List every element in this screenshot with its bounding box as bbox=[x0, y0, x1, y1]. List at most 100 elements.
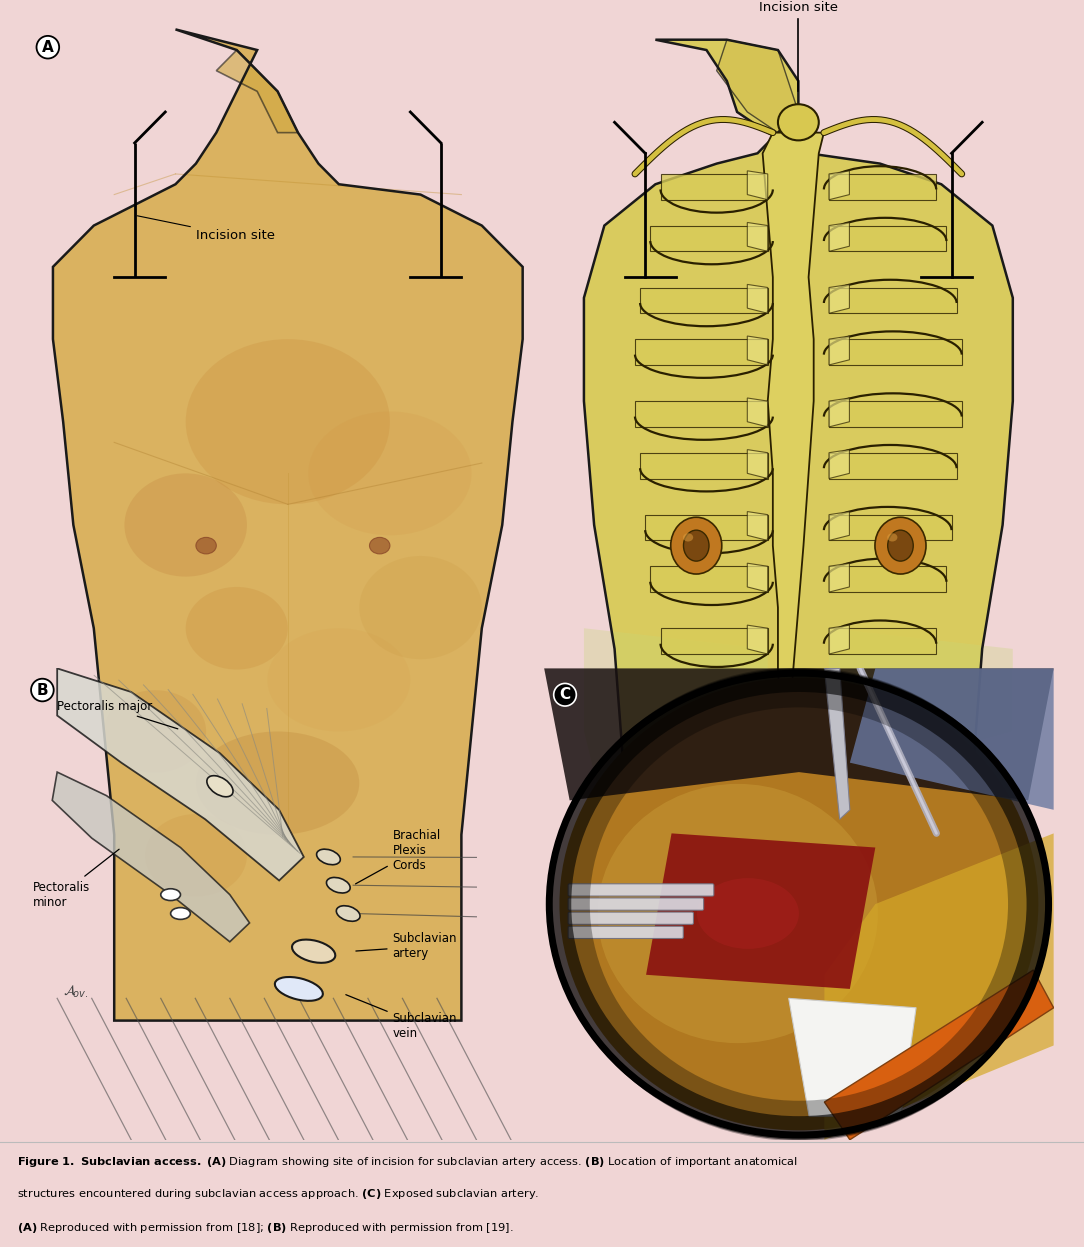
Ellipse shape bbox=[875, 518, 926, 574]
Polygon shape bbox=[747, 511, 767, 540]
Polygon shape bbox=[584, 40, 1012, 1020]
Polygon shape bbox=[640, 453, 767, 479]
Polygon shape bbox=[660, 628, 767, 653]
Polygon shape bbox=[829, 222, 850, 252]
Polygon shape bbox=[829, 173, 937, 200]
Ellipse shape bbox=[275, 976, 323, 1001]
Text: Incision site: Incision site bbox=[759, 1, 838, 14]
Polygon shape bbox=[650, 566, 767, 592]
Polygon shape bbox=[747, 284, 767, 313]
Ellipse shape bbox=[268, 628, 411, 732]
Polygon shape bbox=[57, 668, 304, 880]
Ellipse shape bbox=[145, 814, 247, 897]
FancyBboxPatch shape bbox=[568, 884, 714, 897]
Polygon shape bbox=[635, 339, 767, 365]
Text: C: C bbox=[559, 687, 570, 702]
Ellipse shape bbox=[326, 878, 350, 893]
Polygon shape bbox=[829, 625, 850, 653]
Polygon shape bbox=[763, 132, 824, 855]
Polygon shape bbox=[53, 30, 522, 1020]
Polygon shape bbox=[584, 40, 1012, 1020]
Polygon shape bbox=[584, 40, 1012, 1020]
Ellipse shape bbox=[185, 587, 288, 670]
Polygon shape bbox=[747, 171, 767, 200]
Ellipse shape bbox=[160, 889, 180, 900]
Polygon shape bbox=[824, 833, 1054, 1140]
Ellipse shape bbox=[683, 534, 693, 541]
Polygon shape bbox=[640, 288, 767, 313]
Ellipse shape bbox=[887, 534, 898, 541]
Polygon shape bbox=[829, 339, 962, 365]
Polygon shape bbox=[829, 398, 850, 426]
Polygon shape bbox=[850, 668, 1054, 809]
Text: $\bf{(A)}$ Reproduced with permission from [18]; $\bf{(B)}$ Reproduced with perm: $\bf{(A)}$ Reproduced with permission fr… bbox=[17, 1221, 514, 1235]
Polygon shape bbox=[829, 628, 937, 653]
Polygon shape bbox=[829, 450, 850, 479]
Ellipse shape bbox=[196, 537, 217, 554]
Ellipse shape bbox=[697, 878, 799, 949]
Ellipse shape bbox=[207, 776, 233, 797]
Text: Pectoralis major: Pectoralis major bbox=[57, 700, 178, 728]
Polygon shape bbox=[829, 566, 946, 592]
Ellipse shape bbox=[671, 518, 722, 574]
Ellipse shape bbox=[185, 339, 390, 504]
FancyBboxPatch shape bbox=[568, 912, 694, 924]
Polygon shape bbox=[829, 515, 952, 540]
Polygon shape bbox=[217, 50, 298, 132]
Polygon shape bbox=[829, 335, 850, 365]
Polygon shape bbox=[829, 453, 957, 479]
Ellipse shape bbox=[684, 530, 709, 561]
Text: structures encountered during subclavian access approach. $\bf{(C)}$ Exposed sub: structures encountered during subclavian… bbox=[17, 1187, 540, 1201]
Polygon shape bbox=[53, 30, 522, 1020]
Polygon shape bbox=[747, 450, 767, 479]
Polygon shape bbox=[824, 668, 850, 819]
Ellipse shape bbox=[125, 474, 247, 576]
Polygon shape bbox=[53, 30, 522, 1020]
Polygon shape bbox=[829, 288, 957, 313]
Polygon shape bbox=[829, 511, 850, 540]
Ellipse shape bbox=[778, 105, 818, 141]
Polygon shape bbox=[747, 398, 767, 426]
Ellipse shape bbox=[317, 849, 340, 864]
Polygon shape bbox=[829, 226, 946, 252]
Polygon shape bbox=[717, 40, 798, 132]
Polygon shape bbox=[584, 628, 767, 814]
Polygon shape bbox=[52, 772, 249, 941]
Ellipse shape bbox=[559, 678, 1038, 1130]
Ellipse shape bbox=[359, 556, 481, 660]
Polygon shape bbox=[829, 402, 962, 426]
Ellipse shape bbox=[336, 905, 360, 922]
Polygon shape bbox=[829, 628, 1012, 783]
Text: Subclavian
artery: Subclavian artery bbox=[356, 933, 457, 960]
Ellipse shape bbox=[196, 732, 359, 834]
Text: Incision site: Incision site bbox=[138, 216, 275, 242]
FancyBboxPatch shape bbox=[568, 898, 704, 910]
FancyBboxPatch shape bbox=[568, 927, 683, 939]
Ellipse shape bbox=[370, 537, 390, 554]
Polygon shape bbox=[747, 335, 767, 365]
Polygon shape bbox=[747, 625, 767, 653]
Text: B: B bbox=[37, 682, 48, 697]
Polygon shape bbox=[829, 284, 850, 313]
Ellipse shape bbox=[308, 412, 472, 535]
Ellipse shape bbox=[888, 530, 913, 561]
Ellipse shape bbox=[104, 690, 206, 773]
Polygon shape bbox=[645, 515, 767, 540]
Ellipse shape bbox=[292, 939, 335, 963]
Ellipse shape bbox=[170, 908, 191, 919]
Text: A: A bbox=[42, 40, 54, 55]
Polygon shape bbox=[584, 40, 1012, 1020]
Text: Brachial
Plexis
Cords: Brachial Plexis Cords bbox=[356, 829, 441, 884]
Polygon shape bbox=[747, 222, 767, 252]
Polygon shape bbox=[660, 173, 767, 200]
Polygon shape bbox=[646, 833, 875, 989]
Text: Subclavian
vein: Subclavian vein bbox=[346, 995, 457, 1040]
Text: $\bf{Figure\ 1.\ Subclavian\ access.}$ $\bf{(A)}$ Diagram showing site of incisi: $\bf{Figure\ 1.\ Subclavian\ access.}$ $… bbox=[17, 1155, 799, 1168]
Text: $\mathcal{A}\!_{ov.}$: $\mathcal{A}\!_{ov.}$ bbox=[63, 984, 89, 1000]
Ellipse shape bbox=[597, 784, 878, 1044]
Polygon shape bbox=[829, 564, 850, 592]
Text: Incision site: Incision site bbox=[944, 998, 1023, 1010]
Polygon shape bbox=[544, 668, 1054, 801]
Polygon shape bbox=[747, 564, 767, 592]
Polygon shape bbox=[53, 30, 522, 1020]
